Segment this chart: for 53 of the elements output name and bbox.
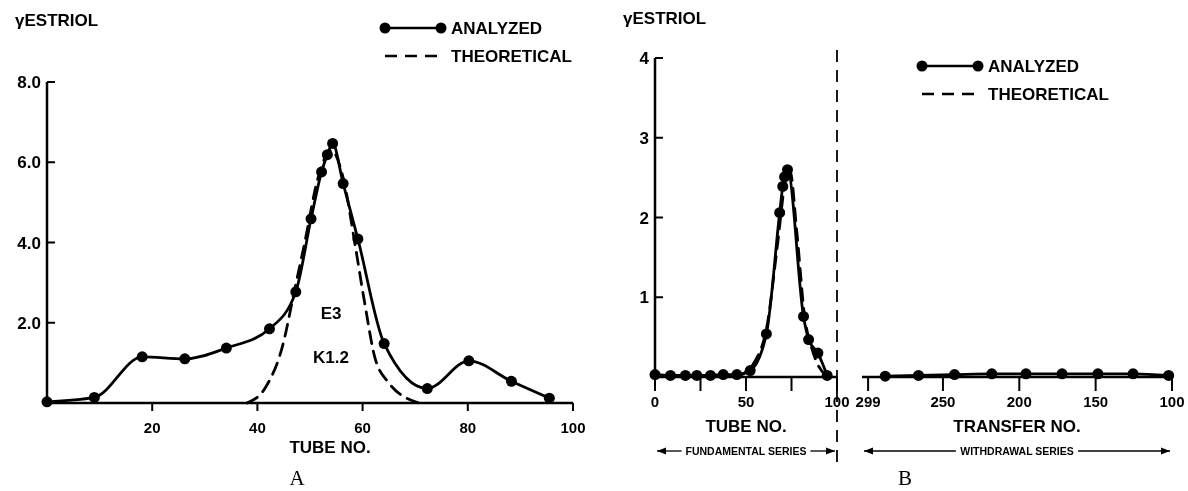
point: [88, 391, 100, 403]
x-axis-title: TUBE NO.: [289, 438, 371, 457]
y-tick-label: 4.0: [17, 233, 41, 253]
y-tick-label: 2: [639, 208, 649, 228]
point: [220, 342, 232, 354]
x-tick-label: 40: [249, 419, 266, 436]
text: A: [289, 466, 306, 490]
annotation: E3: [320, 304, 342, 323]
point: [41, 396, 53, 408]
point: [679, 369, 691, 381]
x-tick-label: 0: [650, 393, 660, 410]
x-tick-label: 100: [560, 419, 586, 436]
point: [505, 375, 517, 387]
legend-label: ANALYZED: [988, 57, 1079, 76]
point: [327, 137, 339, 149]
point: [691, 369, 703, 381]
legend-label: ANALYZED: [451, 19, 542, 38]
point: [664, 369, 676, 381]
text: B: [897, 466, 913, 490]
y-tick-label: 6.0: [17, 153, 41, 173]
x-axis-title: TRANSFER NO.: [953, 417, 1081, 436]
y-tick-label: 3: [639, 128, 649, 148]
x-tick-label: 150: [1083, 393, 1109, 410]
point: [179, 353, 191, 365]
x-tick-label: 20: [143, 419, 161, 436]
point: [378, 338, 390, 350]
point: [136, 351, 148, 363]
x-axis-title: TUBE NO.: [705, 417, 787, 436]
annotation: K1.2: [313, 348, 349, 367]
point: [421, 383, 433, 395]
x-tick-label: 80: [459, 419, 477, 436]
point: [705, 369, 717, 381]
y-tick-label: 1: [639, 288, 649, 308]
y-axis-title: γESTRIOL: [15, 11, 99, 30]
y-axis-title: γESTRIOL: [623, 9, 707, 28]
point: [649, 369, 661, 381]
x-tick-label: 100: [824, 393, 850, 410]
x-tick-label: 60: [354, 419, 371, 436]
x-tick-label: 200: [1006, 393, 1032, 410]
point: [717, 369, 729, 381]
legend-label: THEORETICAL: [988, 85, 1109, 104]
text: FUNDAMENTAL SERIES: [685, 445, 807, 457]
x-tick-label: 100: [1159, 393, 1185, 410]
text: WITHDRAWAL SERIES: [960, 445, 1074, 457]
x-tick-label: 250: [930, 393, 956, 410]
y-tick-label: 2.0: [17, 313, 41, 333]
y-tick-label: 4: [639, 49, 650, 68]
x-tick-label: 299: [855, 393, 881, 410]
point: [264, 323, 275, 335]
y-tick-label: 8.0: [17, 73, 41, 92]
legend-label: THEORETICAL: [451, 47, 572, 66]
point: [463, 355, 475, 367]
x-tick-label: 50: [737, 393, 755, 410]
